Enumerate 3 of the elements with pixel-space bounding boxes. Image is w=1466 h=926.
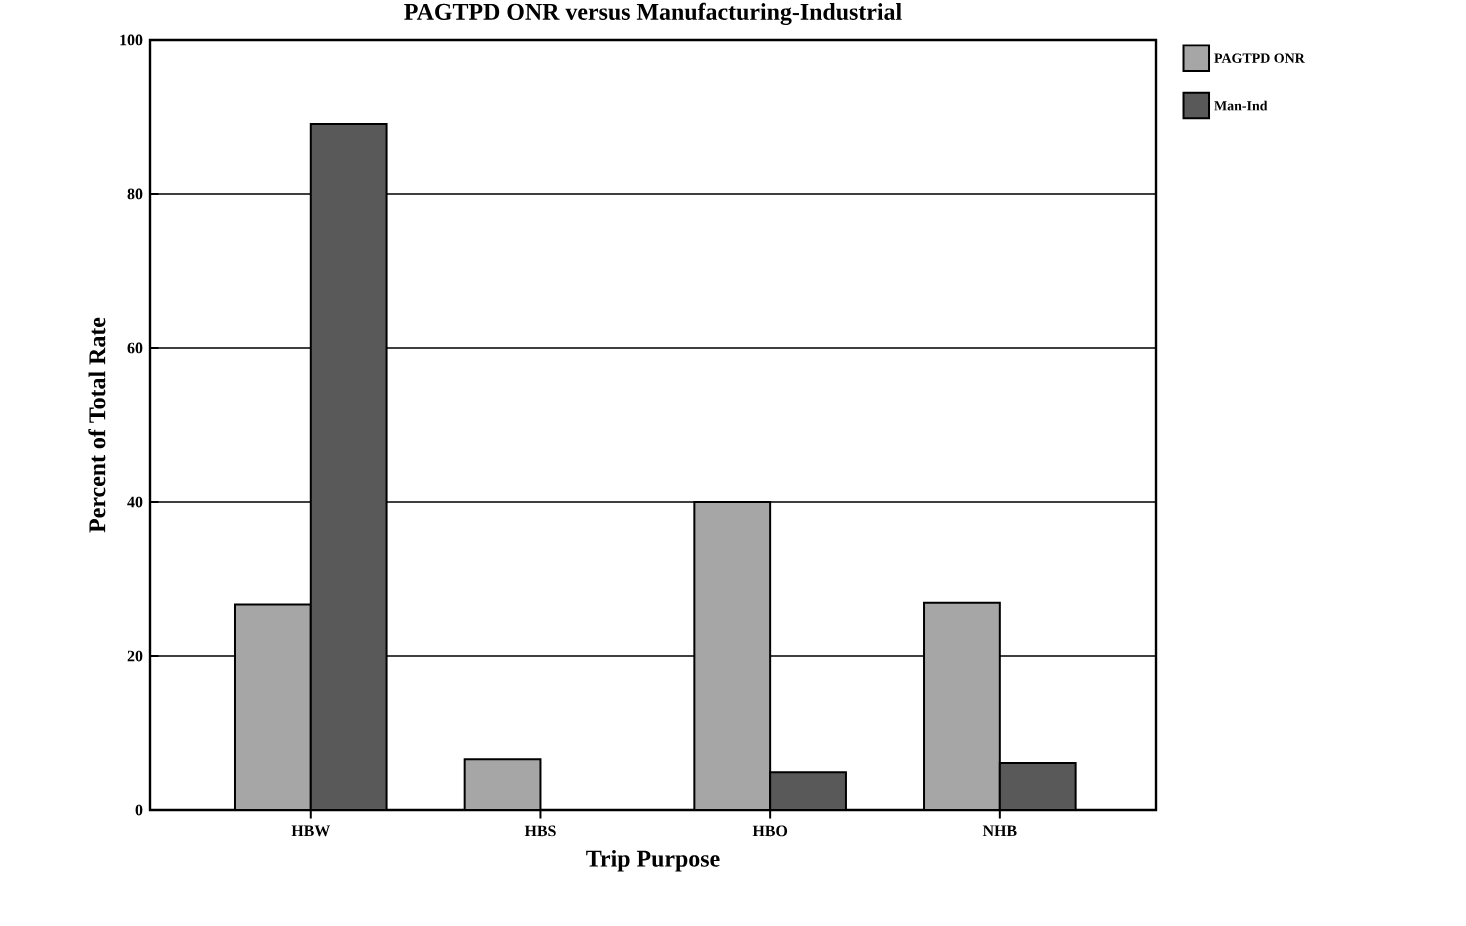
y-axis-title: Percent of Total Rate [88,317,106,533]
x-axis-title: Trip Purpose [586,849,720,872]
chart-title: PAGTPD ONR versus Manufacturing-Industrial [404,2,902,25]
